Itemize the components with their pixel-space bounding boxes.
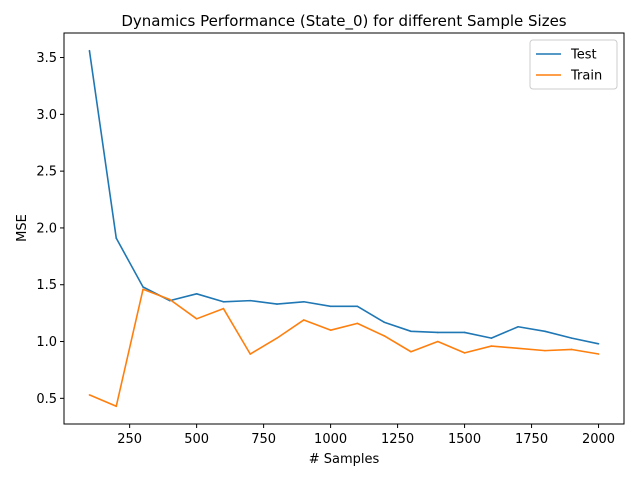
x-tick-label: 250 [117,432,142,447]
y-tick-label: 2.0 [36,221,57,236]
series-line-train [89,288,599,408]
legend-label-test: Test [570,48,597,63]
x-tick-label: 1250 [381,432,414,447]
data-point-train [490,345,493,347]
data-point-test [490,337,493,339]
chart-title: Dynamics Performance (State_0) for diffe… [121,12,566,31]
y-tick-label: 1.0 [36,335,57,350]
y-tick-label: 0.5 [36,392,57,407]
data-point-test [276,303,278,305]
data-point-test [517,325,519,328]
data-point-test [249,299,252,302]
y-tick-label: 3.5 [36,51,57,66]
data-point-train [410,350,412,353]
data-point-train [517,347,519,350]
x-axis-label: # Samples [309,452,380,467]
y-axis-label: MSE [15,214,30,242]
x-tick-label: 1000 [314,432,347,447]
data-point-train [463,352,466,354]
data-point-train [436,340,439,343]
data-point-test [410,330,412,333]
data-point-train [597,353,600,355]
y-tick-label: 2.5 [36,165,57,180]
data-point-test [88,49,91,52]
data-point-train [356,322,359,325]
data-point-train [195,318,198,320]
legend-label-train: Train [570,69,602,84]
data-point-train [383,335,385,337]
data-point-train [570,348,573,351]
data-point-train [88,394,91,396]
data-point-test [142,286,144,288]
data-point-train [303,319,305,321]
data-point-train [115,405,118,408]
data-point-test [570,337,573,339]
x-tick-label: 750 [251,432,276,447]
axis-ticks: 250 500 750 1000 1250 1500 1750 2000 0.5 1.0 1.5 2.… [36,51,615,447]
data-point-test [463,331,466,334]
x-tick-label: 1500 [448,432,481,447]
data-point-train [222,307,225,310]
data-point-test [383,321,385,324]
data-point-train [329,329,332,331]
axes-frame [63,32,625,425]
data-point-train [276,337,278,339]
legend-box [529,39,618,90]
legend: Test Train [529,39,618,90]
series-line-test [88,50,599,345]
plot-area [88,49,600,408]
data-point-train [249,353,252,355]
data-point-test [544,330,546,333]
y-tick-label: 1.5 [36,278,57,293]
data-point-test [303,300,305,303]
x-tick-label: 2000 [582,432,615,447]
data-point-test [222,300,225,303]
x-tick-label: 1750 [515,432,548,447]
data-point-test [195,293,198,295]
data-point-test [115,237,118,239]
data-point-train [169,298,171,301]
data-point-test [436,331,439,334]
data-point-train [544,349,546,352]
data-point-test [356,305,359,308]
x-tick-label: 500 [184,432,209,447]
data-point-train [142,288,144,291]
data-point-test [329,305,332,308]
data-point-test [597,343,600,345]
y-tick-label: 3.0 [36,108,57,123]
